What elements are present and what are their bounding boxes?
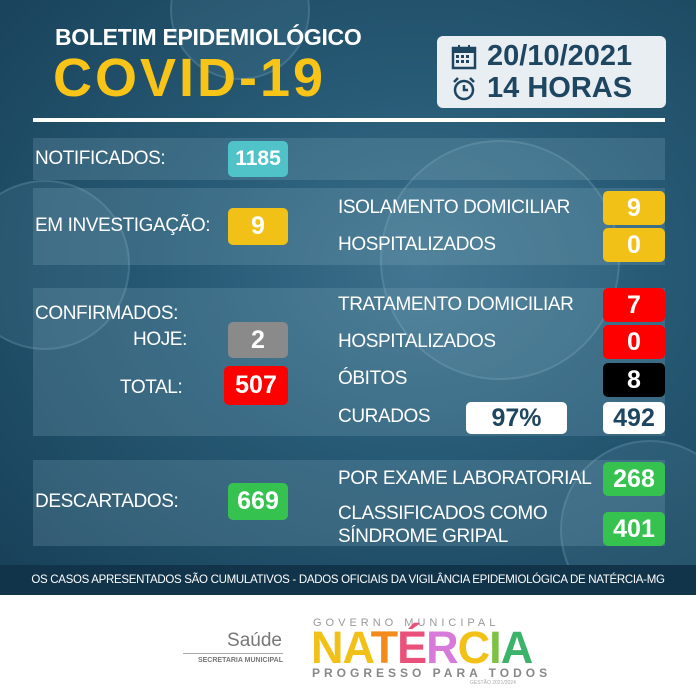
header-divider [33,118,665,122]
date-text: 20/10/2021 [487,40,633,72]
total-value: 507 [224,366,288,405]
sindrome-label-line2: SÍNDROME GRIPAL [338,526,508,547]
confirmados-hospitalizados-label: HOSPITALIZADOS [338,331,496,352]
tratamento-label: TRATAMENTO DOMICILIAR [338,294,574,315]
bulletin-subtitle: BOLETIM EPIDEMIOLÓGICO [55,24,362,50]
tratamento-value: 7 [603,288,665,322]
saude-logo-divider [183,653,283,654]
investigacao-label: EM INVESTIGAÇÃO: [35,215,211,236]
confirmados-hospitalizados-value: 0 [603,325,665,359]
notificados-label: NOTIFICADOS: [35,148,166,169]
isolamento-label: ISOLAMENTO DOMICILIAR [338,197,570,218]
footer-note: OS CASOS APRESENTADOS SÃO CUMULATIVOS - … [0,565,696,595]
descartados-row [33,460,665,546]
time-text: 14 HORAS [487,72,633,104]
curados-value: 492 [603,402,665,434]
alarm-clock-icon [453,76,475,100]
curados-percent: 97% [466,402,567,434]
total-label: TOTAL: [120,377,183,398]
curados-label: CURADOS [338,406,431,427]
saude-logo-text: Saúde [227,630,282,651]
virus-decoration [380,140,620,380]
virus-decoration [0,180,130,350]
bulletin-card: BOLETIM EPIDEMIOLÓGICO COVID-19 20/10/20… [0,0,696,595]
obitos-value: 8 [603,363,665,397]
investigacao-hospitalizados-label: HOSPITALIZADOS [338,234,496,255]
secretaria-text: SECRETARIA MUNICIPAL [197,657,283,664]
notificados-row [33,138,665,180]
natercia-logo: NATÉRCIA [311,622,533,673]
obitos-label: ÓBITOS [338,368,408,389]
descartados-value: 669 [228,483,288,520]
confirmados-label: CONFIRMADOS: [35,303,178,324]
descartados-label: DESCARTADOS: [35,491,179,512]
investigacao-hospitalizados-value: 0 [603,228,665,262]
sindrome-label-line1: CLASSIFICADOS COMO [338,503,548,524]
governo-text: GOVERNO MUNICIPAL [313,617,500,629]
hoje-value: 2 [228,322,288,358]
hoje-label: HOJE: [133,329,187,350]
isolamento-value: 9 [603,191,665,225]
gestao-text: GESTÃO 2021/2024 [470,680,516,686]
slogan-text: PROGRESSO PARA TODOS [312,666,552,680]
bulletin-title: COVID-19 [53,48,327,108]
date-time-box: 20/10/2021 14 HORAS [437,36,666,108]
investigacao-row [33,188,665,265]
calendar-icon [451,44,477,69]
exame-value: 268 [603,462,665,496]
investigacao-value: 9 [228,208,288,245]
exame-label: POR EXAME LABORATORIAL [338,468,592,489]
sindrome-value: 401 [603,512,665,546]
notificados-value: 1185 [228,141,288,177]
